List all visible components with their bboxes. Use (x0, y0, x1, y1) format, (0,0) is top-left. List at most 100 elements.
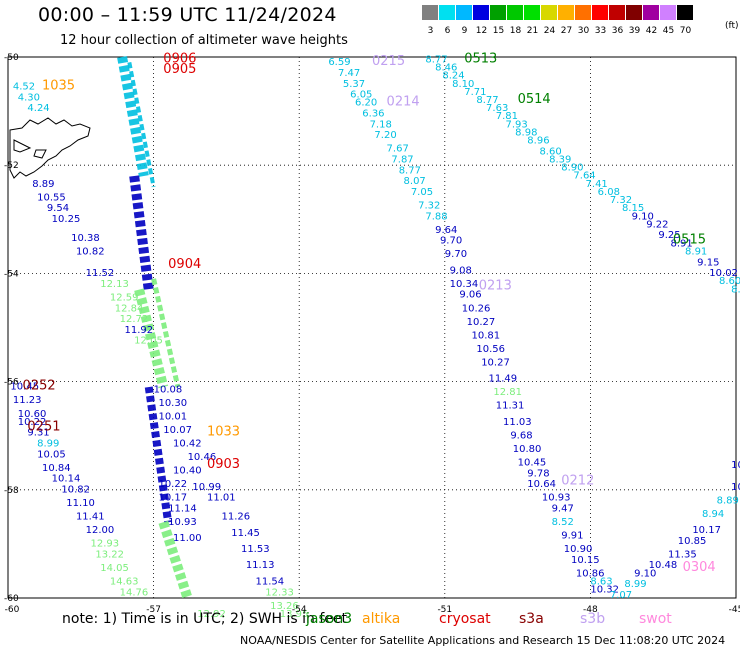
wave-height-value: 10 (731, 460, 740, 471)
satellite-legend-swot: swot (639, 611, 672, 627)
wave-height-value: 11.01 (207, 493, 236, 504)
pass-time-label: 0515 (673, 233, 706, 248)
wave-height-value: 8.90 (561, 163, 583, 174)
wave-height-value: 10.82 (76, 246, 105, 257)
wave-height-value: 6.05 (350, 90, 372, 101)
satellite-track-lines (117, 56, 193, 600)
wave-height-colorbar: 3 6 9 12 15 18 21 24 27 30 33 36 39 42 45 70 (422, 5, 694, 36)
wave-height-value: 10.82 (61, 485, 90, 496)
wave-height-value: 11.35 (668, 549, 697, 560)
wave-height-value: 9.70 (440, 236, 462, 247)
wave-height-value: 10.45 (518, 457, 547, 468)
falkland-islands-outline (9, 117, 91, 179)
wave-height-value: 10.38 (71, 233, 100, 244)
wave-height-value: 11.49 (488, 374, 517, 385)
wave-height-value: 10.60 (18, 409, 47, 420)
colorbar-swatch (558, 5, 575, 20)
wave-height-value: 7.93 (505, 119, 527, 130)
wave-height-value: 10.55 (37, 192, 66, 203)
wave-height-value: 10.17 (158, 493, 187, 504)
wave-height-value: 11.54 (256, 576, 285, 587)
credit-line: NOAA/NESDIS Center for Satellite Applica… (240, 634, 726, 647)
colorbar-swatch (439, 5, 456, 20)
wave-height-value: 14.05 (100, 563, 129, 574)
pass-time-label: 0304 (683, 560, 716, 575)
wave-height-value: 10.05 (37, 449, 66, 460)
wave-height-value: 8.89 (32, 179, 54, 190)
latitude-tick-label: -58 (4, 486, 19, 496)
wave-height-value: 9.78 (527, 468, 549, 479)
wave-height-value: 9.10 (632, 211, 654, 222)
wave-height-value: 12.92 (197, 609, 226, 620)
wave-height-value: 8.77 (399, 165, 421, 176)
wave-height-value: 10.90 (564, 544, 593, 555)
colorbar-swatch (456, 5, 473, 20)
wave-height-value: 9.68 (510, 430, 532, 441)
satellite-legend-altika: altika (362, 611, 401, 627)
colorbar-swatch (643, 5, 660, 20)
wave-height-value: 7.41 (586, 179, 608, 190)
wave-height-value: 11.00 (173, 533, 202, 544)
wave-height-value: 9.06 (459, 290, 481, 301)
satellite-track (127, 62, 156, 188)
pass-time-label: 0213 (479, 279, 512, 294)
wave-height-value: 10.56 (476, 344, 505, 355)
wave-height-value: 9.91 (561, 530, 583, 541)
wave-height-value: 4.52 (13, 81, 35, 92)
longitude-tick-label: -57 (146, 605, 161, 615)
wave-height-value: 11.23 (13, 395, 42, 406)
wave-height-value: 8.52 (552, 517, 574, 528)
latitude-tick-label: -60 (4, 594, 19, 604)
wave-height-value: 11.13 (246, 560, 275, 571)
colorbar-label: 15 (492, 26, 505, 36)
wave-height-value: 10.08 (154, 384, 183, 395)
wave-height-value: 7.32 (418, 200, 440, 211)
wave-height-value: 8.15 (622, 203, 644, 214)
wave-height-value: 7.81 (496, 111, 518, 122)
longitude-tick-label: -60 (5, 605, 20, 615)
colorbar-swatch (507, 5, 524, 20)
wave-height-value: 8.99 (37, 439, 59, 450)
colorbar-label: 45 (662, 26, 675, 36)
pass-time-label: 0212 (561, 473, 594, 488)
wave-height-value: 10.93 (542, 493, 571, 504)
wave-height-value: 8.24 (442, 71, 464, 82)
wave-height-value: 10.48 (649, 560, 678, 571)
wave-height-value: 4.30 (18, 92, 40, 103)
wave-height-value: 10.81 (471, 330, 500, 341)
wave-height-value: 6.59 (328, 57, 350, 68)
wave-height-values: 6.597.475.376.056.206.367.187.20 7.677.87… (10, 54, 740, 620)
wave-height-value: 9.47 (552, 503, 574, 514)
wave-height-value: 10.93 (168, 517, 197, 528)
wave-height-value: 8.39 (549, 154, 571, 165)
colorbar-swatch (575, 5, 592, 20)
wave-height-value: 6.20 (355, 98, 377, 109)
colorbar-label: 36 (611, 26, 624, 36)
wave-height-value: 8.99 (624, 579, 646, 590)
wave-height-value: 7.47 (338, 68, 360, 79)
wave-height-value: 5.37 (343, 79, 365, 90)
satellite-legend-jason3: jason3 (306, 611, 353, 627)
latitude-tick-label: -54 (4, 269, 19, 279)
wave-height-value: 8.91 (685, 246, 707, 257)
wave-height-value: 6.08 (598, 187, 620, 198)
pass-time-label: 1033 (207, 425, 240, 440)
wave-height-value: 14.63 (110, 576, 139, 587)
falkland-islands-landmass (9, 117, 91, 179)
wave-height-value: 7.64 (573, 171, 595, 182)
wave-height-value: 10.64 (527, 479, 556, 490)
wave-height-value: 8.96 (527, 136, 549, 147)
colorbar-swatch (626, 5, 643, 20)
wave-height-value: 10.42 (173, 439, 202, 450)
wave-height-value: 9.08 (450, 265, 472, 276)
colorbar-label: 3 (427, 26, 434, 36)
wave-height-value: 11.41 (76, 512, 105, 523)
wave-height-value: 8.91 (670, 238, 692, 249)
wave-height-value: 9.70 (445, 249, 467, 260)
colorbar-label: 27 (560, 26, 573, 36)
wave-height-value: 10.46 (188, 452, 217, 463)
satellite-legend-cryosat: cryosat (439, 611, 491, 627)
wave-height-value: 10.25 (52, 214, 81, 225)
wave-height-value: 8.77 (425, 54, 447, 65)
wave-height-value: 10.02 (709, 268, 738, 279)
